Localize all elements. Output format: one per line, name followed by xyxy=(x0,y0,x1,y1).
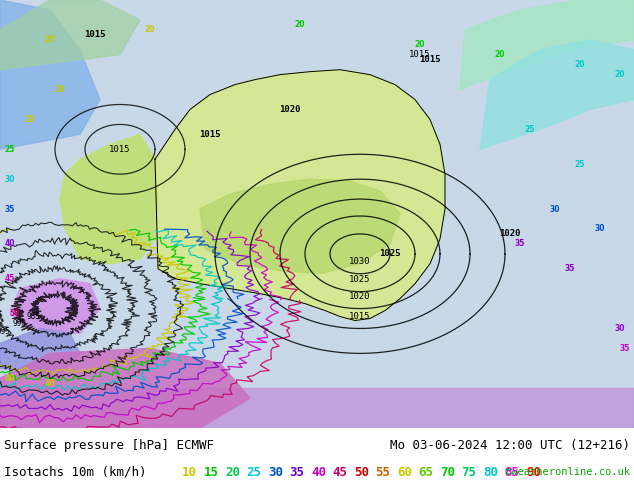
Polygon shape xyxy=(0,328,80,373)
Text: 1020: 1020 xyxy=(349,292,371,301)
Text: 35: 35 xyxy=(515,240,525,248)
Text: Mo 03-06-2024 12:00 UTC (12+216): Mo 03-06-2024 12:00 UTC (12+216) xyxy=(390,439,630,451)
Polygon shape xyxy=(10,279,100,334)
Text: 1025: 1025 xyxy=(349,275,371,284)
Text: 70: 70 xyxy=(440,466,455,479)
Text: 50: 50 xyxy=(10,309,20,318)
Text: 65: 65 xyxy=(418,466,434,479)
Text: Surface pressure [hPa] ECMWF: Surface pressure [hPa] ECMWF xyxy=(4,439,214,451)
Text: 1015: 1015 xyxy=(109,145,131,154)
Text: 1015: 1015 xyxy=(84,30,106,39)
Text: 30: 30 xyxy=(4,174,15,184)
Text: 20: 20 xyxy=(25,115,36,124)
Text: 25: 25 xyxy=(5,145,15,154)
Text: 1015: 1015 xyxy=(419,55,441,64)
Text: 15: 15 xyxy=(204,466,219,479)
Text: 1020: 1020 xyxy=(499,229,521,239)
Text: 20: 20 xyxy=(495,50,505,59)
Text: 40: 40 xyxy=(4,240,15,248)
Text: 35: 35 xyxy=(5,204,15,214)
Text: 85: 85 xyxy=(505,466,519,479)
Polygon shape xyxy=(60,134,158,264)
Text: 20: 20 xyxy=(615,70,625,79)
Text: 1030: 1030 xyxy=(349,257,371,266)
Text: Isotachs 10m (km/h): Isotachs 10m (km/h) xyxy=(4,466,146,479)
Text: 45: 45 xyxy=(332,466,347,479)
Text: 20: 20 xyxy=(45,35,55,44)
Polygon shape xyxy=(480,40,634,149)
Text: 40: 40 xyxy=(4,374,15,383)
Polygon shape xyxy=(0,388,634,428)
Text: 35: 35 xyxy=(620,344,630,353)
Text: 990: 990 xyxy=(12,319,26,328)
Text: 30: 30 xyxy=(550,204,560,214)
Text: 75: 75 xyxy=(462,466,477,479)
Text: 20: 20 xyxy=(225,466,240,479)
Text: 1015: 1015 xyxy=(349,312,371,321)
Text: 50: 50 xyxy=(354,466,369,479)
Text: 35: 35 xyxy=(290,466,304,479)
Text: 40: 40 xyxy=(311,466,326,479)
Text: 25: 25 xyxy=(247,466,261,479)
Text: 20: 20 xyxy=(415,40,425,49)
Text: 60: 60 xyxy=(397,466,412,479)
Polygon shape xyxy=(0,0,140,70)
Polygon shape xyxy=(0,348,250,428)
Text: ©weatheronline.co.uk: ©weatheronline.co.uk xyxy=(505,467,630,477)
Text: 1025: 1025 xyxy=(379,249,401,258)
Text: 1020: 1020 xyxy=(279,105,301,114)
Text: 25: 25 xyxy=(575,160,585,169)
Text: 45: 45 xyxy=(5,274,15,283)
Text: 20: 20 xyxy=(295,21,305,29)
Text: 10: 10 xyxy=(182,466,197,479)
Text: 20: 20 xyxy=(575,60,585,69)
Polygon shape xyxy=(155,70,445,320)
Text: 35: 35 xyxy=(565,264,575,273)
Text: 55: 55 xyxy=(375,466,391,479)
Text: 90: 90 xyxy=(526,466,541,479)
Text: 1015: 1015 xyxy=(410,50,430,59)
Text: 985: 985 xyxy=(27,312,41,321)
Text: 1015: 1015 xyxy=(199,130,221,139)
Text: 30: 30 xyxy=(615,324,625,333)
Polygon shape xyxy=(0,0,100,149)
Text: 25: 25 xyxy=(525,125,535,134)
Text: 30: 30 xyxy=(268,466,283,479)
Text: 30: 30 xyxy=(595,224,605,233)
Polygon shape xyxy=(460,0,634,90)
Text: 20: 20 xyxy=(55,85,65,94)
Text: 80: 80 xyxy=(483,466,498,479)
Text: 20: 20 xyxy=(145,25,155,34)
Polygon shape xyxy=(200,179,400,274)
Text: 995: 995 xyxy=(0,327,10,337)
Text: 40: 40 xyxy=(45,379,55,388)
